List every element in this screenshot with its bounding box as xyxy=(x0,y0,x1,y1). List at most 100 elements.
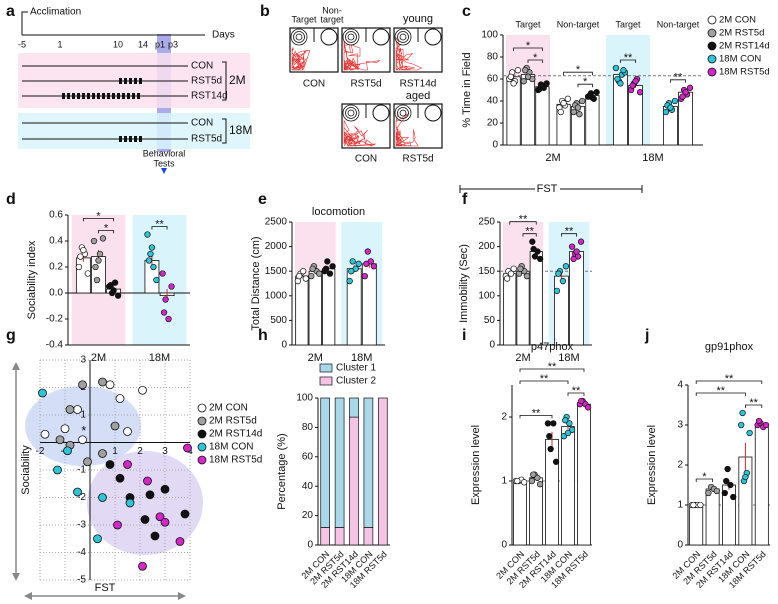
data-point xyxy=(348,268,355,275)
condition-label: RST14d xyxy=(400,79,437,90)
significance-label: ** xyxy=(674,72,683,84)
data-point xyxy=(566,420,573,427)
y-tick-label: -5 xyxy=(77,575,86,586)
data-point xyxy=(84,270,92,277)
data-point xyxy=(60,424,70,434)
y-tick-label: 0.2 xyxy=(49,262,63,273)
data-point xyxy=(302,275,309,282)
data-point xyxy=(73,487,82,497)
legend-marker xyxy=(707,28,717,38)
significance-label: * xyxy=(96,210,101,222)
data-point xyxy=(159,270,166,277)
age-label: young xyxy=(403,13,433,25)
panel-letter: i xyxy=(462,327,466,344)
data-point xyxy=(730,493,737,501)
data-point xyxy=(145,257,153,264)
y-axis-label: Sociability xyxy=(20,445,32,495)
stress-block xyxy=(132,93,135,99)
data-point xyxy=(329,263,336,270)
data-point xyxy=(534,474,541,481)
significance-label: ** xyxy=(540,373,549,385)
data-point xyxy=(162,296,169,303)
timepoint: p3 xyxy=(168,39,178,49)
data-point xyxy=(150,263,157,271)
x-tick-label: 2M xyxy=(308,352,323,364)
stress-block xyxy=(117,93,120,99)
bar xyxy=(520,74,536,146)
stress-block xyxy=(87,93,90,99)
target-zone xyxy=(295,33,303,41)
significance-label: * xyxy=(583,76,588,88)
y-tick-label: 1 xyxy=(501,476,507,487)
legend-label: 2M RST5d xyxy=(719,28,764,39)
target-zone xyxy=(342,104,360,122)
data-point xyxy=(93,534,102,544)
target-zone xyxy=(399,109,407,117)
stress-block xyxy=(124,78,127,84)
bar xyxy=(545,438,559,546)
stress-block xyxy=(97,93,100,99)
x-tick-label: 2 xyxy=(137,446,143,457)
stress-block xyxy=(77,93,80,99)
bar-segment xyxy=(320,527,331,546)
data-point xyxy=(143,476,152,486)
arrow-head xyxy=(178,592,186,600)
data-point xyxy=(755,417,763,425)
stress-block xyxy=(112,93,115,99)
data-point xyxy=(145,490,155,500)
data-point xyxy=(762,421,770,429)
row-label: CON xyxy=(191,61,213,72)
y-tick-label: 1000 xyxy=(265,290,288,301)
data-point xyxy=(510,265,517,272)
timepoint: -5 xyxy=(18,39,26,49)
stress-block xyxy=(122,93,125,99)
legend-swatch xyxy=(319,363,333,373)
zone-label: Target xyxy=(291,14,317,24)
y-tick-label: 60 xyxy=(487,74,499,85)
data-point xyxy=(573,248,580,255)
significance-label: ** xyxy=(565,226,574,238)
data-point xyxy=(55,435,65,445)
panel-letter: f xyxy=(462,191,468,208)
header-label: FST xyxy=(537,183,558,195)
legend-label: 18M RST5d xyxy=(209,455,262,466)
data-point xyxy=(746,429,753,437)
data-point xyxy=(153,276,160,284)
y-tick-label: -3 xyxy=(77,520,86,531)
bar-segment xyxy=(377,397,388,546)
y-tick-label: 0.0 xyxy=(49,288,63,299)
data-point xyxy=(98,377,107,387)
y-axis-label: Immobility (Sec) xyxy=(458,244,470,323)
data-point xyxy=(620,67,627,74)
significance-bracket xyxy=(745,404,763,408)
significance-label: ** xyxy=(155,218,164,230)
condition-label: CON xyxy=(303,79,325,90)
significance-label: * xyxy=(526,40,531,52)
y-tick-label: 100 xyxy=(296,393,313,404)
data-point xyxy=(550,420,557,427)
data-point xyxy=(721,489,728,497)
y-tick-label: 0 xyxy=(281,340,287,351)
x-tick-label: 2M xyxy=(91,352,106,364)
x-tick-label: 2M xyxy=(515,352,530,364)
data-point xyxy=(140,515,150,524)
category-label: Non-target xyxy=(657,19,700,29)
bar xyxy=(506,76,521,146)
group-bracket xyxy=(222,61,227,101)
y-tick-label: 80 xyxy=(487,52,499,63)
data-point xyxy=(123,427,132,436)
data-point xyxy=(148,244,156,251)
data-point xyxy=(99,235,107,242)
data-point xyxy=(326,270,334,277)
data-point xyxy=(346,277,353,285)
data-point xyxy=(557,108,564,116)
data-point xyxy=(662,108,670,116)
data-point xyxy=(544,420,552,427)
data-point xyxy=(562,263,570,270)
stress-block xyxy=(119,136,122,142)
target-zone xyxy=(290,28,308,46)
significance-label: ** xyxy=(749,397,758,409)
data-point xyxy=(570,108,577,116)
bar xyxy=(513,480,527,546)
panel-letter: h xyxy=(258,327,268,344)
